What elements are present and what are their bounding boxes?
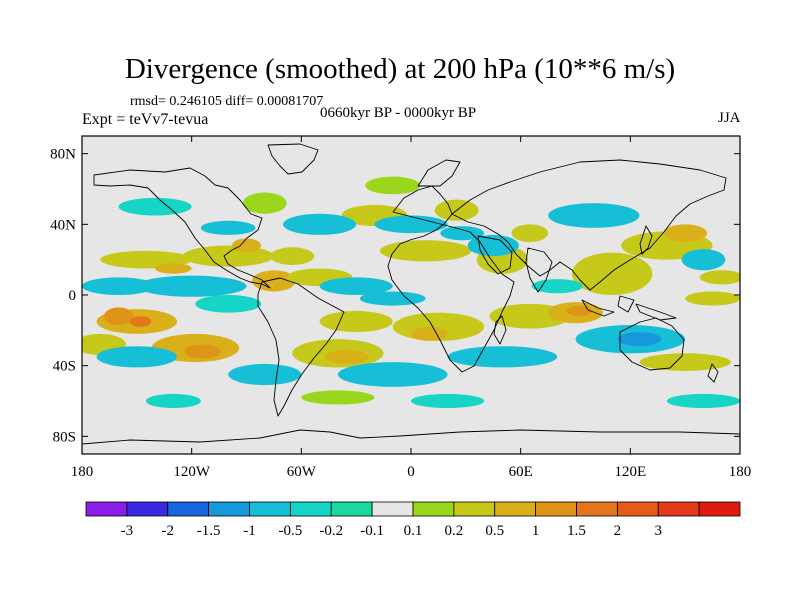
colorbar-label: -0.5: [279, 523, 303, 539]
colorbar-label: 1: [532, 523, 540, 539]
colorbar-swatch: [657, 501, 700, 517]
divergence-positive-region: [129, 316, 152, 327]
coastlines: [82, 143, 740, 445]
season-label: JJA: [718, 110, 741, 126]
divergence-field: [82, 176, 740, 409]
divergence-positive-region: [699, 270, 740, 285]
divergence-positive-region: [511, 224, 549, 243]
divergence-negative-region: [548, 203, 640, 228]
colorbar-label: 1.5: [567, 523, 586, 539]
divergence-negative-region: [136, 275, 247, 297]
divergence-negative-region: [359, 291, 426, 306]
stats-text: rmsd= 0.246105 diff= 0.00081707: [130, 94, 324, 109]
divergence-negative-region: [200, 220, 256, 235]
divergence-negative-region: [283, 213, 357, 235]
divergence-negative-region: [319, 277, 393, 295]
latitude-axis: 80N 40N 0 40S 80S: [50, 147, 740, 445]
divergence-positive-region: [103, 307, 134, 326]
y-tick-label: 80N: [50, 147, 76, 163]
divergence-positive-region: [301, 390, 375, 405]
divergence-negative-region: [440, 226, 485, 241]
divergence-negative-region: [447, 346, 558, 368]
colorbar-swatch: [576, 501, 618, 517]
colorbar-swatch: [616, 501, 659, 517]
divergence-negative-region: [617, 332, 662, 347]
colorbar-swatch: [453, 501, 496, 517]
colorbar-label: -1: [243, 523, 256, 539]
divergence-positive-region: [270, 247, 315, 265]
divergence-negative-region: [337, 362, 448, 387]
colorbar-label: 0.2: [445, 523, 464, 539]
divergence-negative-region: [145, 393, 201, 409]
x-tick-label: 60E: [509, 464, 533, 480]
colorbar-swatch: [494, 501, 537, 517]
divergence-positive-region: [571, 252, 653, 295]
divergence-negative-region: [195, 295, 262, 313]
colorbar-label: -0.1: [360, 523, 384, 539]
x-tick-label: 180: [729, 464, 752, 480]
divergence-negative-region: [82, 277, 156, 295]
colorbar: -3 -2 -1.5 -1 -0.5 -0.2 -0.1 0.1 0.2 0.5 1 1.5 2 3: [85, 501, 741, 539]
y-tick-label: 80S: [53, 429, 76, 445]
divergence-negative-region: [96, 346, 178, 368]
colorbar-swatch: [289, 501, 332, 517]
divergence-positive-region: [325, 349, 369, 364]
colorbar-swatch: [330, 501, 373, 517]
y-tick-label: 0: [69, 288, 77, 304]
experiment-text: Expt = teVv7-tevua: [82, 111, 209, 128]
divergence-positive-region: [663, 224, 708, 243]
divergence-positive-region: [379, 240, 472, 262]
divergence-positive-region: [184, 344, 221, 359]
colorbar-label: -1.5: [197, 523, 221, 539]
colorbar-swatch: [698, 501, 741, 517]
divergence-negative-region: [228, 363, 302, 386]
y-tick-label: 40S: [53, 359, 76, 375]
x-tick-label: 120E: [614, 464, 646, 480]
divergence-negative-region: [374, 215, 448, 234]
divergence-positive-region: [566, 305, 592, 317]
map-title: Divergence (smoothed) at 200 hPa (10**6 …: [124, 53, 676, 85]
colorbar-label: 2: [614, 523, 622, 539]
colorbar-label: 3: [655, 523, 663, 539]
divergence-negative-region: [666, 393, 740, 409]
x-tick-label: 60W: [287, 464, 317, 480]
colorbar-label: 0.5: [485, 523, 504, 539]
colorbar-label: -3: [121, 523, 134, 539]
colorbar-swatch: [249, 501, 291, 517]
colorbar-label: -0.2: [319, 523, 343, 539]
divergence-positive-region: [639, 353, 731, 371]
colorbar-swatch: [535, 501, 577, 517]
divergence-negative-region: [681, 249, 726, 271]
divergence-negative-region: [411, 393, 485, 409]
divergence-negative-region: [118, 197, 192, 216]
divergence-positive-region: [251, 270, 296, 292]
longitude-axis: 180 120W 60W 0 60E 120E 180: [71, 136, 752, 480]
divergence-positive-region: [319, 310, 393, 333]
colorbar-swatch: [85, 501, 128, 517]
y-tick-label: 40N: [50, 217, 76, 233]
divergence-positive-region: [411, 326, 448, 341]
x-tick-label: 180: [71, 464, 94, 480]
colorbar-swatch: [167, 501, 210, 517]
colorbar-swatch: [371, 501, 414, 517]
divergence-positive-region: [155, 263, 192, 274]
divergence-negative-region: [531, 279, 583, 294]
period-text: 0660kyr BP - 0000kyr BP: [320, 105, 477, 121]
colorbar-label: -2: [162, 523, 175, 539]
x-tick-label: 120W: [173, 464, 211, 480]
x-tick-label: 0: [407, 464, 415, 480]
colorbar-swatch: [126, 501, 169, 517]
divergence-positive-region: [685, 291, 740, 306]
colorbar-swatch: [412, 501, 455, 517]
colorbar-swatch: [208, 501, 250, 517]
divergence-positive-region: [365, 176, 421, 195]
divergence-positive-region: [242, 192, 287, 214]
divergence-positive-region: [231, 238, 262, 253]
colorbar-label: 0.1: [404, 523, 423, 539]
